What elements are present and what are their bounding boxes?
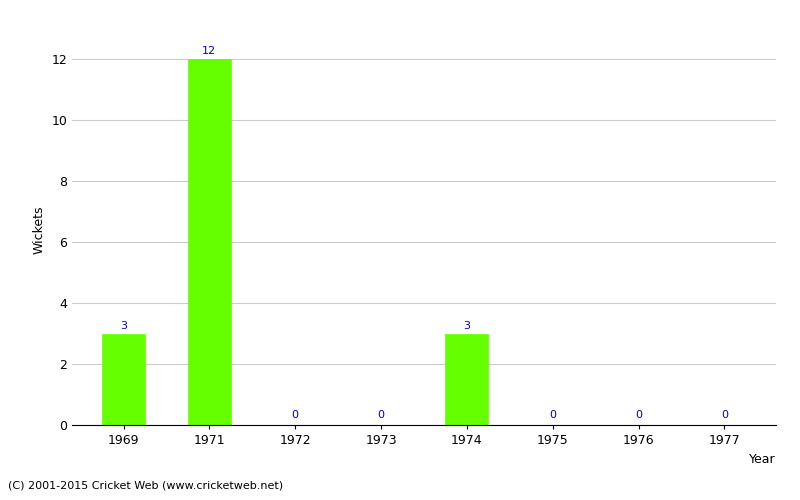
- Text: 0: 0: [550, 410, 556, 420]
- Bar: [188, 60, 231, 425]
- Bar: [102, 334, 145, 425]
- Text: 3: 3: [463, 320, 470, 330]
- Text: 0: 0: [635, 410, 642, 420]
- Text: 0: 0: [292, 410, 298, 420]
- Text: 12: 12: [202, 46, 217, 56]
- Text: 3: 3: [120, 320, 127, 330]
- Text: 0: 0: [721, 410, 728, 420]
- Text: 0: 0: [378, 410, 385, 420]
- Bar: [446, 334, 488, 425]
- Text: (C) 2001-2015 Cricket Web (www.cricketweb.net): (C) 2001-2015 Cricket Web (www.cricketwe…: [8, 480, 283, 490]
- X-axis label: Year: Year: [750, 452, 776, 466]
- Y-axis label: Wickets: Wickets: [33, 206, 46, 254]
